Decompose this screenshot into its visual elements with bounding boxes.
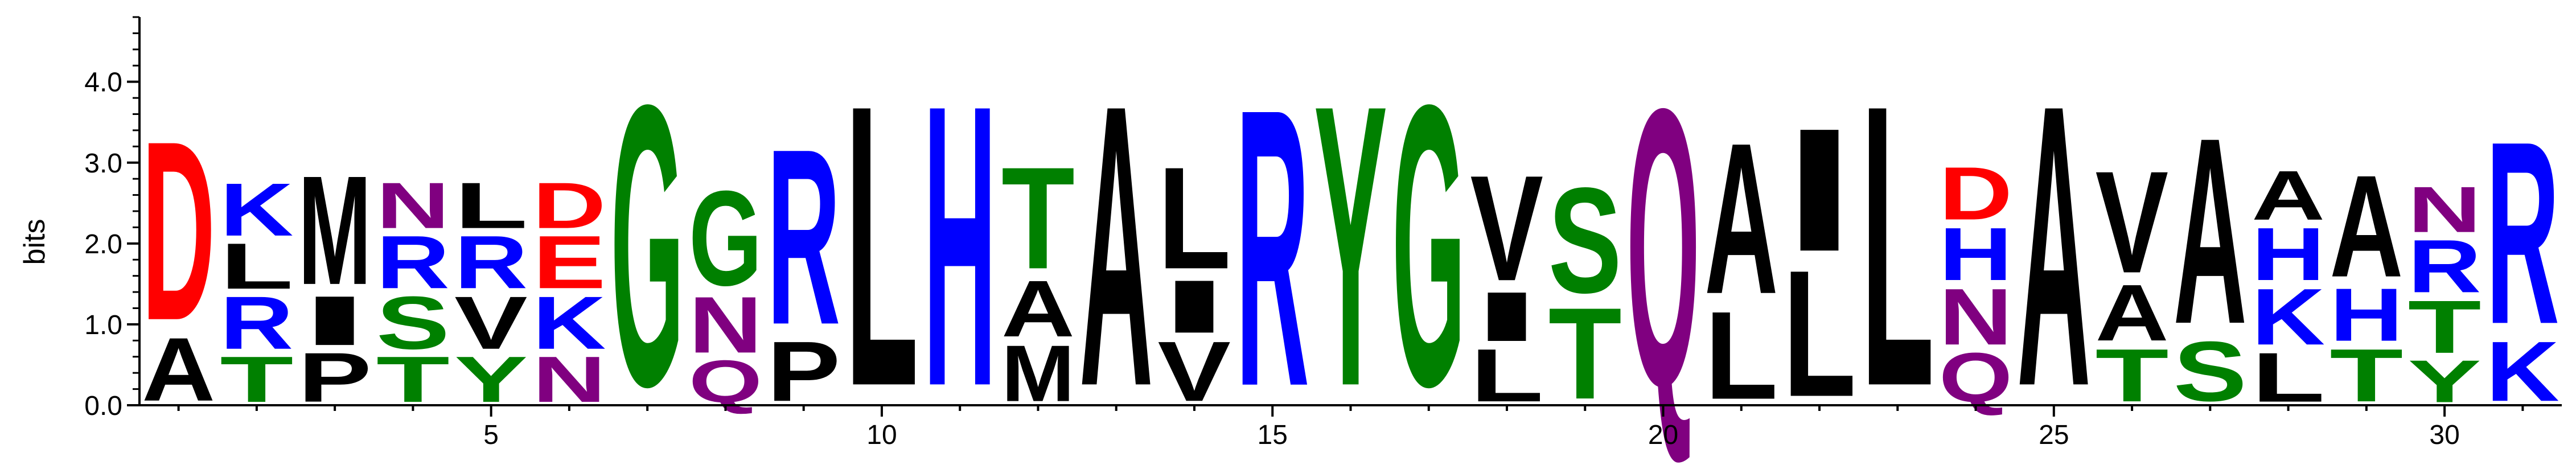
- logo-letter-Y: Y: [454, 343, 528, 415]
- logo-letter-L: L: [220, 229, 293, 302]
- logo-letter-P: P: [767, 323, 840, 419]
- y-tick-label: 3.0: [84, 149, 122, 179]
- logo-letter-L: L: [2252, 338, 2325, 417]
- logo-letter-L: L: [1157, 137, 1231, 299]
- logo-letter-L: L: [1861, 22, 1934, 465]
- logo-letter-S: S: [376, 281, 450, 365]
- logo-letter-G: G: [1392, 22, 1465, 465]
- logo-letter-E: E: [532, 220, 606, 304]
- logo-letter-I: I: [1783, 92, 1856, 288]
- logo-letter-N: N: [2408, 173, 2481, 246]
- logo-letter-D: D: [1939, 152, 2012, 236]
- x-tick-label: 15: [1258, 420, 1288, 450]
- logo-letter-A: A: [2017, 22, 2090, 465]
- logo-letter-T: T: [2096, 334, 2169, 418]
- logo-letter-A: A: [1001, 264, 1075, 354]
- logo-letter-V: V: [2096, 141, 2168, 303]
- logo-letter-R: R: [454, 221, 528, 304]
- logo-letter-R: R: [2408, 225, 2481, 308]
- logo-letter-T: T: [2330, 334, 2403, 418]
- logo-letter-M: M: [1001, 329, 1075, 418]
- logo-letter-K: K: [2252, 272, 2325, 362]
- logo-letter-I: I: [298, 282, 372, 360]
- logo-letter-Y: Y: [1314, 21, 1387, 465]
- logo-letter-R: R: [1236, 26, 1309, 465]
- logo-letter-K: K: [2486, 324, 2559, 419]
- y-axis-label: bits: [18, 219, 51, 265]
- logo-letter-A: A: [1079, 22, 1153, 465]
- x-axis: 5 10 15 20 25 30: [139, 404, 2562, 450]
- logo-letter-A: A: [2174, 82, 2247, 379]
- logo-letter-L: L: [1704, 285, 1778, 425]
- logo-letter-H: H: [923, 22, 997, 465]
- logo-letter-T: T: [1548, 281, 1622, 426]
- logo-letter-G: G: [689, 163, 762, 314]
- x-tick-label: 20: [1648, 420, 1678, 450]
- logo-letter-R: R: [376, 221, 450, 304]
- logo-letter-D: D: [142, 88, 215, 374]
- logo-letter-Q: Q: [1626, 27, 1700, 465]
- logo-letter-S: S: [2174, 323, 2247, 419]
- logo-letter-H: H: [2330, 273, 2403, 357]
- logo-letter-T: T: [376, 343, 450, 415]
- logo-letter-H: H: [2252, 212, 2325, 296]
- logo-letter-N: N: [532, 343, 606, 415]
- y-tick-label: 1.0: [84, 310, 122, 340]
- logo-letter-L: L: [845, 22, 918, 465]
- y-tick-label: 2.0: [84, 229, 122, 260]
- logo-letter-L: L: [1470, 334, 1544, 418]
- logo-letter-A: A: [2096, 268, 2169, 358]
- logo-letter-R: R: [220, 281, 293, 365]
- logo-letter-V: V: [1157, 324, 1230, 419]
- logo-letter-T: T: [220, 343, 293, 415]
- x-tick-label: 30: [2429, 420, 2459, 450]
- x-tick-label: 25: [2039, 420, 2069, 450]
- logo-letter-I: I: [1157, 265, 1231, 349]
- logo-letter-G: G: [611, 22, 684, 465]
- logo-letter-K: K: [220, 168, 293, 252]
- logo-letter-A: A: [1704, 98, 1778, 339]
- logo-letter-A: A: [2252, 156, 2325, 234]
- logo-letter-M: M: [298, 144, 372, 318]
- logo-letter-V: V: [454, 281, 527, 365]
- logo-letter-A: A: [142, 319, 215, 419]
- logo-letter-H: H: [1939, 212, 2012, 296]
- logo-letter-N: N: [1939, 272, 2012, 362]
- y-tick-label: 4.0: [84, 68, 122, 98]
- logo-letter-K: K: [532, 281, 606, 365]
- logo-letter-A: A: [2330, 145, 2403, 307]
- logo-letter-P: P: [298, 339, 372, 417]
- logo-letter-Y: Y: [2408, 348, 2481, 415]
- logo-letter-T: T: [2408, 285, 2481, 369]
- logo-letter-N: N: [689, 280, 762, 370]
- logo-letter-R: R: [2486, 87, 2559, 378]
- logo-letter-L: L: [454, 169, 528, 242]
- logo-letter-N: N: [376, 169, 450, 242]
- logo-letter-I: I: [1470, 278, 1544, 356]
- logo-letter-V: V: [1470, 144, 1543, 312]
- logo-letter-Q: Q: [689, 348, 762, 415]
- logo-letter-R: R: [767, 97, 840, 377]
- logo-letter-S: S: [1548, 157, 1622, 325]
- logo-letter-L: L: [1783, 233, 1856, 434]
- y-tick-label: 0.0: [84, 391, 122, 421]
- logo-letter-T: T: [1001, 137, 1075, 299]
- x-tick-label: 5: [483, 420, 499, 450]
- y-axis: 0.0 1.0 2.0 3.0 4.0: [84, 16, 141, 421]
- x-tick-label: 10: [866, 420, 897, 450]
- logo-letter-Q: Q: [1939, 338, 2012, 417]
- logo-letter-D: D: [532, 169, 606, 242]
